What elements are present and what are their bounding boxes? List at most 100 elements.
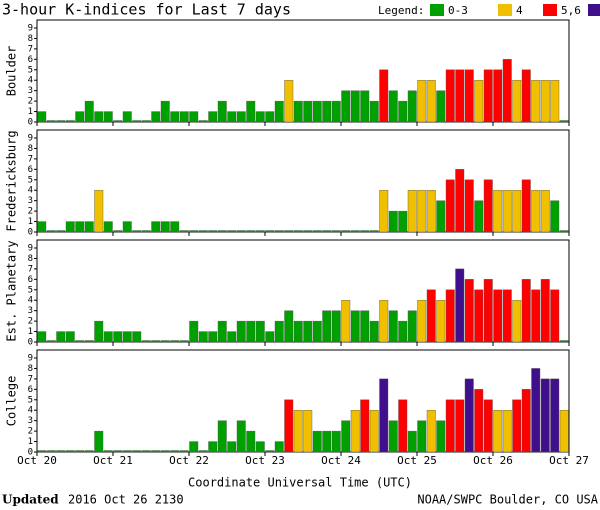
bar xyxy=(436,200,446,233)
bar xyxy=(531,368,541,453)
y-tick-label: 8 xyxy=(28,144,33,154)
bar xyxy=(208,111,218,123)
y-tick-label: 7 xyxy=(28,264,33,274)
bar xyxy=(179,340,189,343)
bar xyxy=(46,230,56,233)
bar xyxy=(559,120,569,123)
y-tick-label: 5 xyxy=(28,65,33,75)
bar xyxy=(189,320,199,343)
y-tick-label: 2 xyxy=(28,427,33,437)
bar xyxy=(217,230,227,233)
bar xyxy=(417,300,427,343)
y-tick-label: 0 xyxy=(28,338,33,348)
x-tick-label: Oct 26 xyxy=(473,454,513,467)
legend-label: 4 xyxy=(516,4,523,17)
bar xyxy=(331,100,341,123)
bar xyxy=(122,221,132,233)
bar xyxy=(46,120,56,123)
bar xyxy=(369,320,379,343)
legend-label: 5,6 xyxy=(561,4,581,17)
bar xyxy=(559,340,569,343)
y-tick-label: 3 xyxy=(28,86,33,96)
bar xyxy=(141,230,151,233)
y-tick-label: 0 xyxy=(28,448,33,458)
y-tick-label: 2 xyxy=(28,97,33,107)
bar xyxy=(388,310,398,343)
x-tick-label: Oct 20 xyxy=(17,454,57,467)
bar xyxy=(293,100,303,123)
bar xyxy=(198,120,208,123)
bar xyxy=(274,320,284,343)
bar xyxy=(493,190,503,233)
bar xyxy=(360,230,370,233)
bar xyxy=(208,441,218,453)
y-tick-label: 6 xyxy=(28,385,33,395)
bar xyxy=(474,289,484,343)
bar xyxy=(132,450,142,453)
bar xyxy=(56,230,66,233)
bar xyxy=(179,111,189,123)
bar xyxy=(265,450,275,453)
y-tick-label: 8 xyxy=(28,34,33,44)
y-tick-label: 1 xyxy=(28,437,33,447)
bar xyxy=(483,399,493,453)
bar xyxy=(388,210,398,233)
bar xyxy=(65,120,75,123)
bar xyxy=(189,441,199,453)
bar xyxy=(37,331,47,343)
bar xyxy=(160,340,170,343)
bar xyxy=(502,190,512,233)
bar xyxy=(445,179,455,233)
legend-title: Legend: xyxy=(378,4,424,17)
x-tick-label: Oct 25 xyxy=(397,454,437,467)
panel-frame xyxy=(36,129,570,233)
bar xyxy=(360,399,370,453)
bar xyxy=(417,190,427,233)
bar xyxy=(369,100,379,123)
bar xyxy=(303,410,313,453)
bar xyxy=(369,230,379,233)
bar xyxy=(350,410,360,453)
bar xyxy=(75,221,85,233)
bar xyxy=(521,389,531,453)
bar xyxy=(502,289,512,343)
bar xyxy=(293,320,303,343)
y-tick-label: 9 xyxy=(28,244,33,254)
bar xyxy=(521,69,531,123)
bar xyxy=(113,230,123,233)
bar xyxy=(151,111,161,123)
y-tick-label: 2 xyxy=(28,317,33,327)
updated-label: Updated xyxy=(2,493,59,507)
bar xyxy=(274,441,284,453)
bar xyxy=(94,430,104,453)
y-tick-label: 5 xyxy=(28,395,33,405)
bar xyxy=(170,111,180,123)
y-tick-label: 0 xyxy=(28,228,33,238)
bar xyxy=(407,90,417,123)
bar xyxy=(474,80,484,123)
legend-swatch xyxy=(588,4,600,16)
legend-swatch xyxy=(543,4,557,16)
bar xyxy=(474,200,484,233)
bar xyxy=(455,399,465,453)
bar xyxy=(132,331,142,343)
bar xyxy=(75,450,85,453)
bar xyxy=(217,420,227,453)
bar xyxy=(521,179,531,233)
y-tick-label: 8 xyxy=(28,254,33,264)
bar xyxy=(151,221,161,233)
bar xyxy=(189,230,199,233)
bar xyxy=(331,430,341,453)
bar xyxy=(550,289,560,343)
bar xyxy=(103,331,113,343)
updated: 2016 Oct 26 2130 xyxy=(68,493,184,507)
bar xyxy=(160,450,170,453)
y-tick-label: 3 xyxy=(28,416,33,426)
bar xyxy=(274,230,284,233)
y-axis-label: Fredericksburg xyxy=(5,130,19,231)
bar xyxy=(493,289,503,343)
bar xyxy=(103,450,113,453)
legend-swatch xyxy=(430,4,444,16)
bar xyxy=(141,450,151,453)
bar xyxy=(141,340,151,343)
